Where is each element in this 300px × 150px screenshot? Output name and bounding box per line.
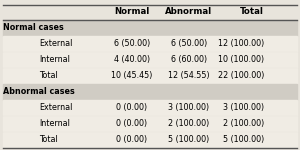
Text: External: External — [39, 39, 72, 48]
Polygon shape — [3, 132, 297, 148]
Text: 6 (60.00): 6 (60.00) — [171, 55, 207, 64]
Polygon shape — [3, 4, 297, 20]
Text: 3 (100.00): 3 (100.00) — [223, 103, 264, 112]
Text: 22 (100.00): 22 (100.00) — [218, 71, 264, 80]
Text: 5 (100.00): 5 (100.00) — [168, 135, 210, 144]
Polygon shape — [3, 100, 297, 116]
Polygon shape — [3, 36, 297, 52]
Text: 2 (100.00): 2 (100.00) — [168, 119, 210, 128]
Text: Abnormal cases: Abnormal cases — [3, 87, 75, 96]
Text: 10 (45.45): 10 (45.45) — [111, 71, 153, 80]
Text: Internal: Internal — [39, 119, 70, 128]
Text: Abnormal: Abnormal — [165, 8, 213, 16]
Text: Total: Total — [39, 135, 58, 144]
Text: Total: Total — [240, 8, 264, 16]
Text: 12 (100.00): 12 (100.00) — [218, 39, 264, 48]
Text: Internal: Internal — [39, 55, 70, 64]
Text: Normal cases: Normal cases — [3, 23, 64, 32]
Text: 0 (0.00): 0 (0.00) — [116, 119, 148, 128]
Text: 6 (50.00): 6 (50.00) — [171, 39, 207, 48]
Text: 12 (54.55): 12 (54.55) — [168, 71, 210, 80]
Polygon shape — [3, 68, 297, 84]
Polygon shape — [3, 116, 297, 132]
Text: Normal: Normal — [114, 8, 150, 16]
Text: External: External — [39, 103, 72, 112]
Text: 10 (100.00): 10 (100.00) — [218, 55, 264, 64]
Text: 5 (100.00): 5 (100.00) — [223, 135, 264, 144]
Text: 3 (100.00): 3 (100.00) — [168, 103, 210, 112]
Polygon shape — [3, 84, 297, 100]
Text: 0 (0.00): 0 (0.00) — [116, 135, 148, 144]
Polygon shape — [3, 52, 297, 68]
Text: 2 (100.00): 2 (100.00) — [223, 119, 264, 128]
Text: 6 (50.00): 6 (50.00) — [114, 39, 150, 48]
Text: 0 (0.00): 0 (0.00) — [116, 103, 148, 112]
Polygon shape — [3, 20, 297, 36]
Text: Total: Total — [39, 71, 58, 80]
Text: 4 (40.00): 4 (40.00) — [114, 55, 150, 64]
